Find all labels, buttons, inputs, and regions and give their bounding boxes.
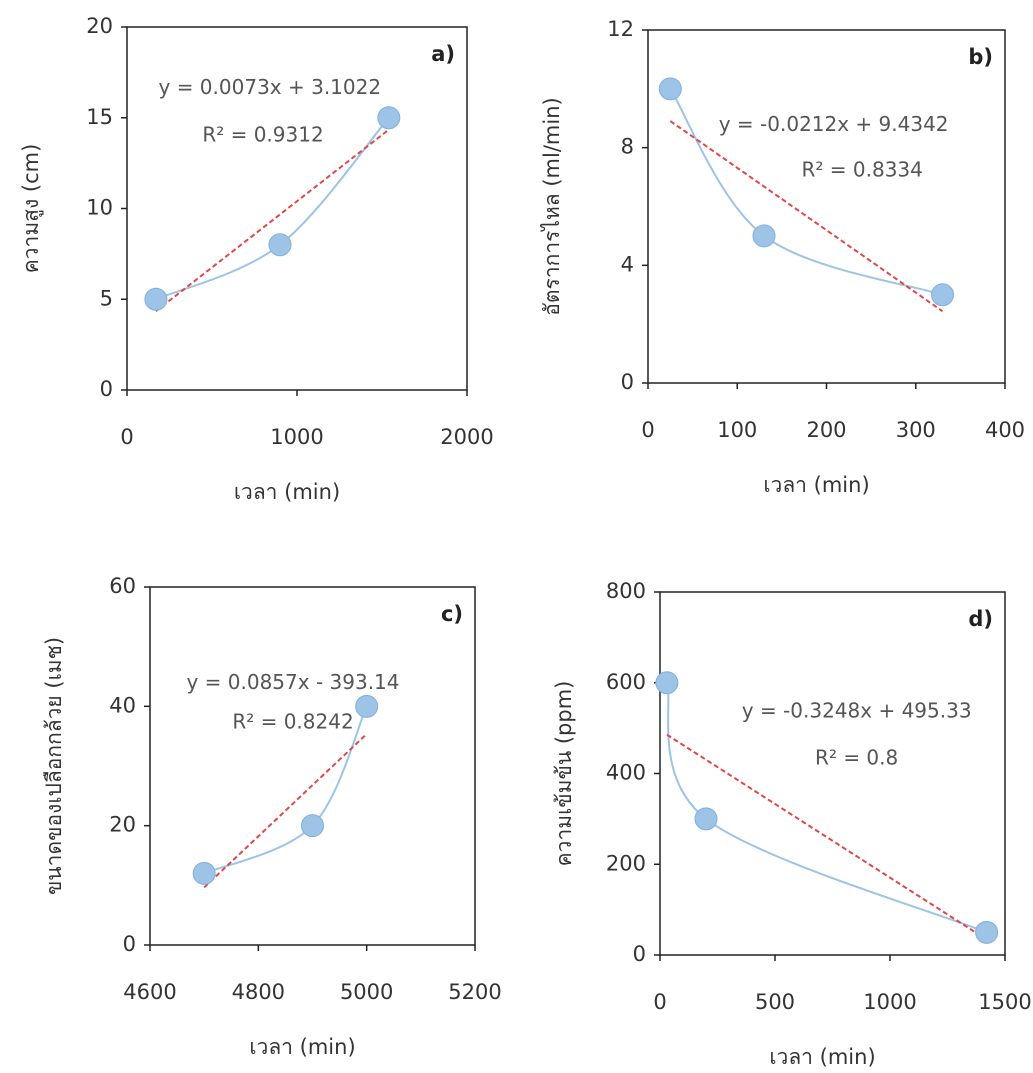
y-tick-label: 0 (621, 370, 634, 394)
trendline (155, 128, 390, 312)
data-point (301, 814, 324, 838)
data-point (931, 283, 955, 307)
y-tick-label: 20 (86, 14, 113, 38)
panel-label: c) (441, 602, 463, 626)
y-tick-label: 0 (633, 942, 646, 966)
trendline-equation: y = -0.3248x + 495.33 (742, 698, 972, 722)
y-tick-label: 400 (606, 761, 646, 785)
r-squared: R² = 0.9312 (202, 122, 323, 146)
x-axis-label: เวลา (min) (769, 1045, 875, 1069)
y-tick-label: 60 (109, 574, 136, 598)
data-point (268, 233, 292, 257)
y-tick-label: 12 (607, 17, 634, 41)
plot-frame (659, 591, 1006, 956)
x-tick-label: 4600 (123, 980, 176, 1004)
series-line (665, 682, 987, 934)
data-point (192, 861, 216, 885)
y-tick-label: 0 (100, 377, 113, 401)
y-axis-label: ความสูง (cm) (19, 144, 44, 274)
x-tick-label: 1000 (863, 990, 916, 1014)
x-axis-label: เวลา (min) (234, 480, 340, 504)
x-tick-label: 400 (985, 418, 1025, 442)
x-axis-label: เวลา (min) (249, 1035, 355, 1059)
y-tick-label: 5 (100, 286, 113, 310)
trendline-equation: y = 0.0073x + 3.1022 (159, 75, 382, 99)
y-tick-label: 200 (606, 851, 646, 875)
y-tick-label: 40 (109, 693, 136, 717)
data-point (355, 694, 379, 718)
y-tick-label: 8 (621, 135, 634, 159)
x-tick-label: 2000 (440, 425, 493, 449)
plot-frame (149, 586, 476, 946)
y-tick-label: 4 (621, 252, 634, 276)
y-axis-label: ขนาดของเปลือกกล้วย (เมช) (42, 637, 66, 895)
y-tick-label: 15 (86, 105, 113, 129)
panel-label: a) (431, 42, 455, 66)
data-point (694, 807, 718, 831)
trendline (203, 733, 368, 889)
r-squared: R² = 0.8 (815, 745, 898, 769)
y-axis-label: ความเข้มข้น (ppm) (552, 681, 576, 867)
r-squared: R² = 0.8334 (802, 158, 923, 182)
x-tick-label: 0 (120, 425, 133, 449)
x-tick-label: 100 (717, 418, 757, 442)
x-tick-label: 0 (653, 990, 666, 1014)
panel-label: d) (968, 607, 993, 631)
x-tick-label: 300 (896, 418, 936, 442)
trendline-equation: y = 0.0857x - 393.14 (186, 670, 399, 694)
x-tick-label: 200 (806, 418, 846, 442)
r-squared: R² = 0.8242 (232, 710, 353, 734)
y-tick-label: 800 (606, 579, 646, 603)
x-axis-label: เวลา (min) (763, 473, 869, 497)
trendline (669, 120, 944, 313)
x-tick-label: 500 (755, 990, 795, 1014)
data-point (655, 671, 679, 695)
panel-label: b) (968, 45, 993, 69)
x-tick-label: 5000 (340, 980, 393, 1004)
data-point (377, 106, 401, 130)
y-axis-label: อัตราการไหล (ml/min) (540, 97, 564, 315)
x-tick-label: 0 (641, 418, 654, 442)
y-tick-label: 0 (123, 932, 136, 956)
y-tick-label: 600 (606, 670, 646, 694)
data-point (658, 77, 682, 101)
x-tick-label: 5200 (448, 980, 501, 1004)
y-tick-label: 10 (86, 196, 113, 220)
data-point (752, 224, 776, 248)
y-tick-label: 20 (109, 813, 136, 837)
data-point (144, 287, 168, 311)
x-tick-label: 4800 (232, 980, 285, 1004)
trendline-equation: y = -0.0212x + 9.4342 (719, 112, 949, 136)
data-point (975, 920, 999, 944)
plot-frame (647, 29, 1006, 384)
trendline (666, 733, 988, 941)
x-tick-label: 1000 (270, 425, 323, 449)
x-tick-label: 1500 (978, 990, 1031, 1014)
